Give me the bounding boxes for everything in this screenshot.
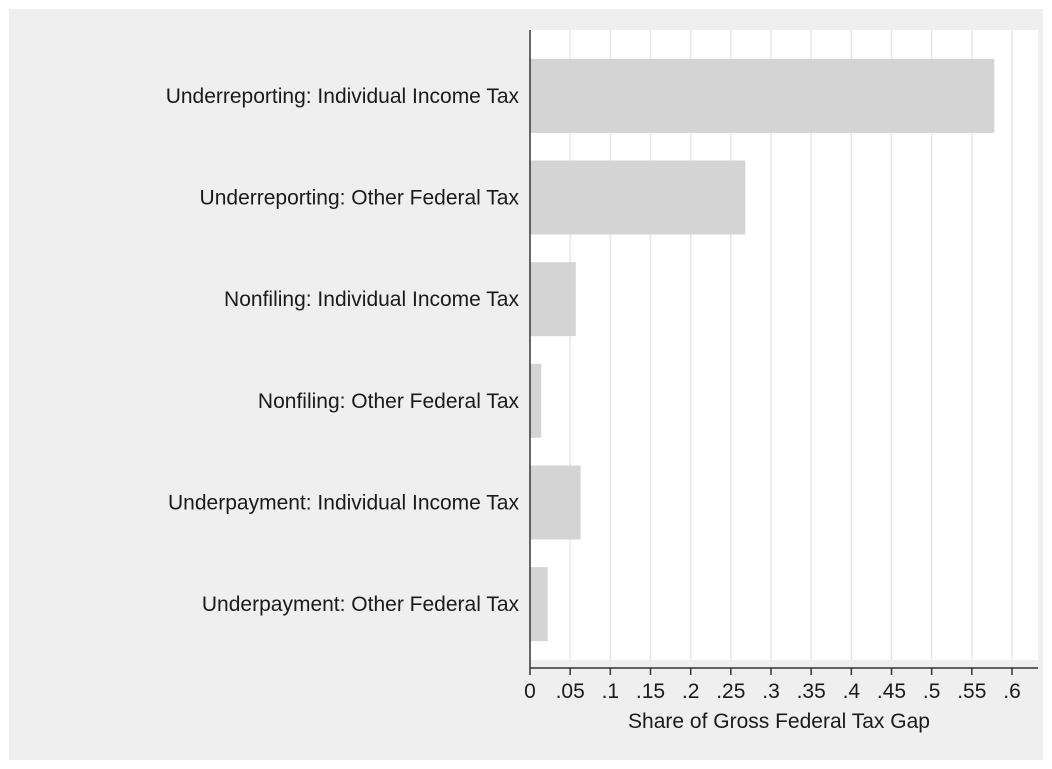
x-tick-label: .2: [682, 680, 700, 703]
category-label: Nonfiling: Other Federal Tax: [258, 390, 520, 413]
chart-frame: 0 .05 .1 .15 .2 .25 .3 .35 .4 .45 .5 .55 .6 Underrep…: [9, 9, 1043, 760]
x-tick-label: .35: [797, 680, 826, 703]
x-tick-label: .55: [957, 680, 986, 703]
x-ticks: 0 .05 .1 .15 .2 .25 .3 .35 .4 .45 .5 .55 .6: [524, 668, 1021, 703]
category-label: Underreporting: Other Federal Tax: [200, 187, 520, 210]
plot-area: [529, 30, 1038, 660]
bar: [530, 262, 576, 337]
x-tick-label: .05: [556, 680, 585, 703]
x-tick-label: .4: [843, 680, 861, 703]
x-axis-title: Share of Gross Federal Tax Gap: [628, 710, 930, 733]
x-tick-label: .25: [716, 680, 745, 703]
bar: [530, 160, 746, 235]
category-labels: Underreporting: Individual Income Tax Und…: [166, 85, 520, 616]
bars: [530, 58, 995, 642]
x-tick-label: .3: [762, 680, 780, 703]
bar: [530, 567, 548, 642]
x-tick-label: .5: [923, 680, 941, 703]
gridlines: [569, 30, 1013, 660]
x-tick-label: .15: [636, 680, 665, 703]
bar: [530, 58, 995, 133]
x-tick-label: 0: [524, 680, 536, 703]
bar-chart: 0 .05 .1 .15 .2 .25 .3 .35 .4 .45 .5 .55 .6 Underrep…: [166, 30, 1038, 733]
category-label: Underreporting: Individual Income Tax: [166, 85, 520, 108]
category-label: Underpayment: Other Federal Tax: [202, 593, 520, 616]
category-label: Underpayment: Individual Income Tax: [168, 492, 519, 515]
x-tick-label: .45: [877, 680, 906, 703]
x-tick-label: .1: [602, 680, 620, 703]
x-tick-label: .6: [1003, 680, 1021, 703]
bar: [530, 465, 581, 540]
bar: [530, 363, 542, 438]
category-label: Nonfiling: Individual Income Tax: [224, 288, 519, 311]
